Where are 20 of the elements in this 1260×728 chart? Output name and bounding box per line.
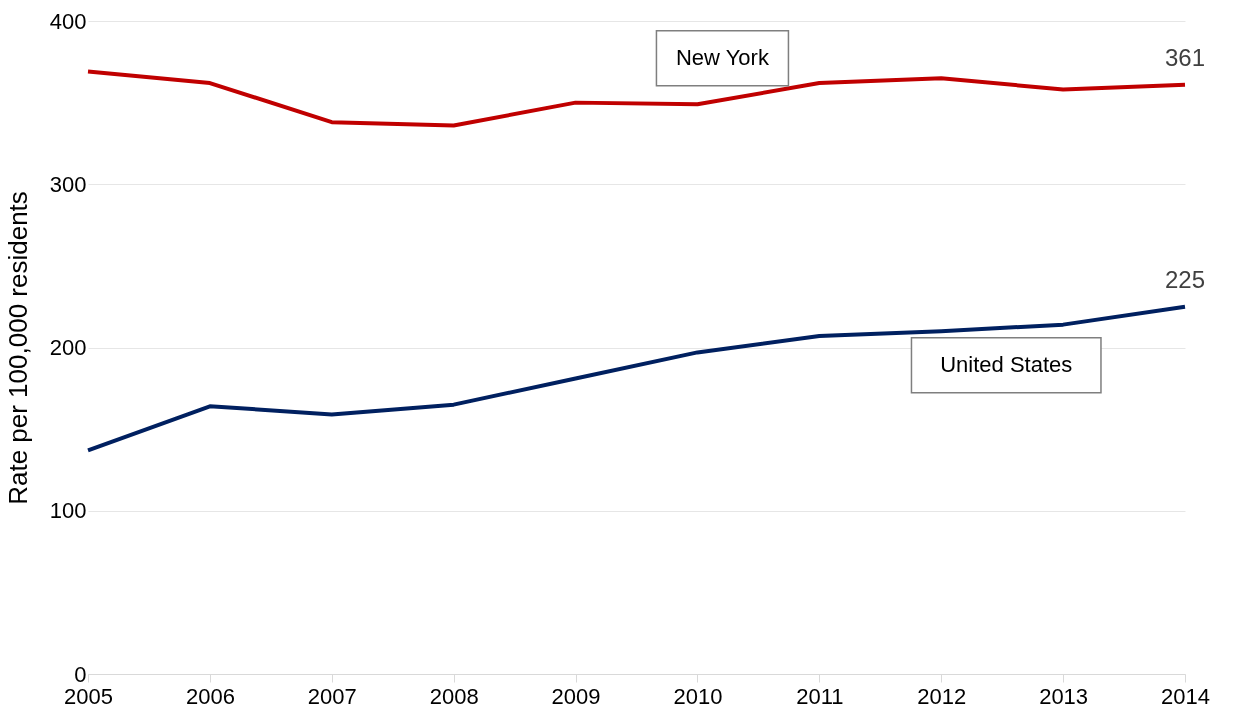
x-tick-label: 2014 xyxy=(1161,683,1210,709)
y-tick-label: 100 xyxy=(49,498,87,524)
y-axis-title: Rate per 100,000 residents xyxy=(2,191,33,505)
line-series xyxy=(86,69,1187,128)
series-label: New York xyxy=(675,45,770,71)
x-tick-label: 2006 xyxy=(185,683,235,709)
x-tick-label: 2013 xyxy=(1039,683,1089,709)
y-tick-label: 200 xyxy=(49,335,87,360)
line-series xyxy=(86,304,1187,453)
x-tick-label: 2008 xyxy=(429,683,479,709)
x-tick-label: 2012 xyxy=(917,683,967,709)
x-tick-label: 2007 xyxy=(307,683,357,709)
data-label: 361 xyxy=(1164,43,1206,71)
y-tick-label: 400 xyxy=(49,8,87,34)
data-label: 225 xyxy=(1164,265,1206,293)
x-tick-label: 2010 xyxy=(673,683,723,709)
x-tick-label: 2011 xyxy=(796,683,844,709)
x-tick-label: 2009 xyxy=(551,683,601,709)
y-tick-label: 300 xyxy=(49,171,87,197)
series-label: United States xyxy=(940,352,1073,378)
